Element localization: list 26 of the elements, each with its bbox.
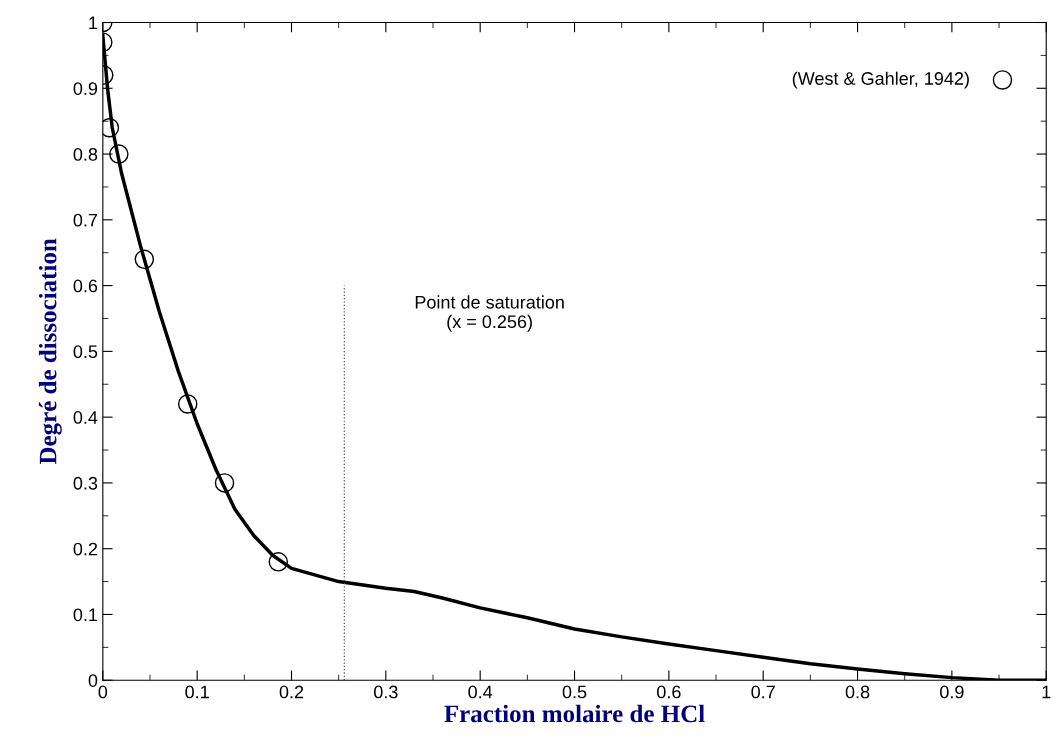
y-tick-label: 0.5 <box>73 345 98 359</box>
x-tick-label: 0.9 <box>940 685 964 699</box>
x-tick-label: 0.1 <box>185 685 209 699</box>
y-axis-title: Degré de dissociation <box>38 238 62 465</box>
x-tick-label: 0.7 <box>751 685 775 699</box>
y-tick-label: 0.2 <box>73 542 98 556</box>
legend-label: (West & Gahler, 1942) <box>792 71 969 89</box>
y-tick-label: 0.4 <box>73 411 98 424</box>
x-tick-label: 0 <box>98 685 108 699</box>
y-tick-label: 0.8 <box>73 147 98 161</box>
y-tick-label: 0.7 <box>73 213 98 227</box>
x-tick-label: 0.6 <box>657 685 681 699</box>
x-tick-label: 0.5 <box>562 685 587 699</box>
y-tick-label: 0.1 <box>73 608 98 622</box>
x-tick-label: 0.8 <box>845 685 870 699</box>
y-tick-label: 0 <box>88 674 98 687</box>
x-tick-label: 0.2 <box>279 685 304 699</box>
y-tick-label: 0.6 <box>73 279 98 293</box>
x-tick-label: 0.4 <box>468 685 493 699</box>
x-tick-label: 1 <box>1042 685 1051 699</box>
annotation: Point de saturation (x = 0.256) <box>415 295 564 332</box>
x-axis-title: Fraction molaire de HCl <box>444 704 705 723</box>
x-tick-label: 0.3 <box>374 685 398 699</box>
y-tick-label: 0.3 <box>73 476 98 490</box>
y-tick-label: 1 <box>89 16 98 30</box>
y-tick-label: 0.9 <box>73 82 98 95</box>
